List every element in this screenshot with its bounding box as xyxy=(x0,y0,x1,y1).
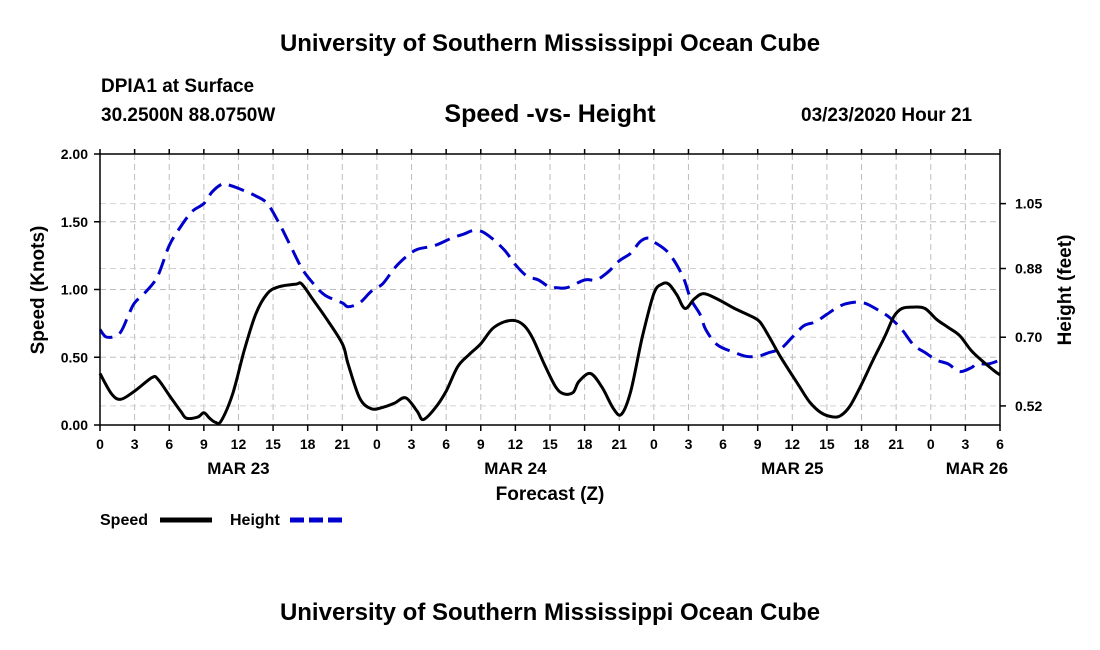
speed-series-line xyxy=(98,281,1001,426)
forecast-datetime: 03/23/2020 Hour 21 xyxy=(801,105,973,126)
y-axis-title-right: Height (feet) xyxy=(1055,235,1076,346)
y-tick-label-right: 0.52 xyxy=(1015,398,1042,414)
x-tick-label: 3 xyxy=(961,436,969,452)
legend-label-height: Height xyxy=(230,512,280,529)
x-tick-label: 12 xyxy=(508,436,524,452)
grid-layer xyxy=(100,154,1000,425)
x-tick-label: 12 xyxy=(231,436,247,452)
x-date-label: MAR 25 xyxy=(761,459,823,478)
x-tick-label: 15 xyxy=(542,436,558,452)
coordinates-label: 30.2500N 88.0750W xyxy=(101,105,276,126)
x-tick-label: 6 xyxy=(165,436,173,452)
x-tick-label: 21 xyxy=(335,436,351,452)
x-date-label: MAR 24 xyxy=(484,459,547,478)
x-tick-label: 6 xyxy=(719,436,727,452)
x-tick-label: 21 xyxy=(888,436,904,452)
axis-layer: 0.00 0.50 1.00 1.50 2.00 0.52 0.70 0.88 1.05 0 3 6 9… xyxy=(28,146,1076,505)
x-axis-title: Forecast (Z) xyxy=(496,484,605,505)
x-tick-label: 6 xyxy=(996,436,1004,452)
x-tick-label: 18 xyxy=(300,436,316,452)
legend-label-speed: Speed xyxy=(100,512,148,529)
x-tick-label: 0 xyxy=(927,436,935,452)
x-tick-label: 9 xyxy=(200,436,208,452)
x-date-label: MAR 26 xyxy=(946,459,1008,478)
x-tick-label: 6 xyxy=(442,436,450,452)
x-tick-label: 0 xyxy=(650,436,658,452)
footer-title: University of Southern Mississippi Ocean… xyxy=(279,599,821,626)
station-label: DPIA1 at Surface xyxy=(101,76,255,97)
x-tick-label: 3 xyxy=(131,436,139,452)
height-series-line xyxy=(98,182,1001,374)
y-tick-label-right: 1.05 xyxy=(1015,196,1042,212)
x-tick-label: 3 xyxy=(685,436,693,452)
y-axis-title-left: Speed (Knots) xyxy=(28,226,49,355)
y-tick-label-left: 1.50 xyxy=(61,214,88,230)
chart-subtitle: Speed -vs- Height xyxy=(444,100,656,128)
x-tick-label: 18 xyxy=(854,436,870,452)
series-layer xyxy=(98,182,1001,426)
y-tick-label-left: 0.00 xyxy=(61,417,88,433)
y-tick-label-right: 0.88 xyxy=(1015,261,1042,277)
x-tick-label: 21 xyxy=(611,436,627,452)
y-tick-label-left: 1.00 xyxy=(61,282,88,298)
y-tick-label-left: 0.50 xyxy=(61,349,88,365)
y-tick-label-left: 2.00 xyxy=(61,146,88,162)
x-tick-label: 9 xyxy=(754,436,762,452)
x-tick-label: 12 xyxy=(785,436,801,452)
x-date-label: MAR 23 xyxy=(207,459,269,478)
x-tick-label: 15 xyxy=(265,436,281,452)
x-tick-label: 0 xyxy=(96,436,104,452)
x-tick-label: 15 xyxy=(819,436,835,452)
x-tick-label: 9 xyxy=(477,436,485,452)
x-tick-label: 18 xyxy=(577,436,593,452)
x-tick-label: 3 xyxy=(408,436,416,452)
y-tick-label-right: 0.70 xyxy=(1015,329,1042,345)
legend: Speed Height xyxy=(100,512,342,529)
page-title: University of Southern Mississippi Ocean… xyxy=(279,30,821,57)
x-tick-label: 0 xyxy=(373,436,381,452)
